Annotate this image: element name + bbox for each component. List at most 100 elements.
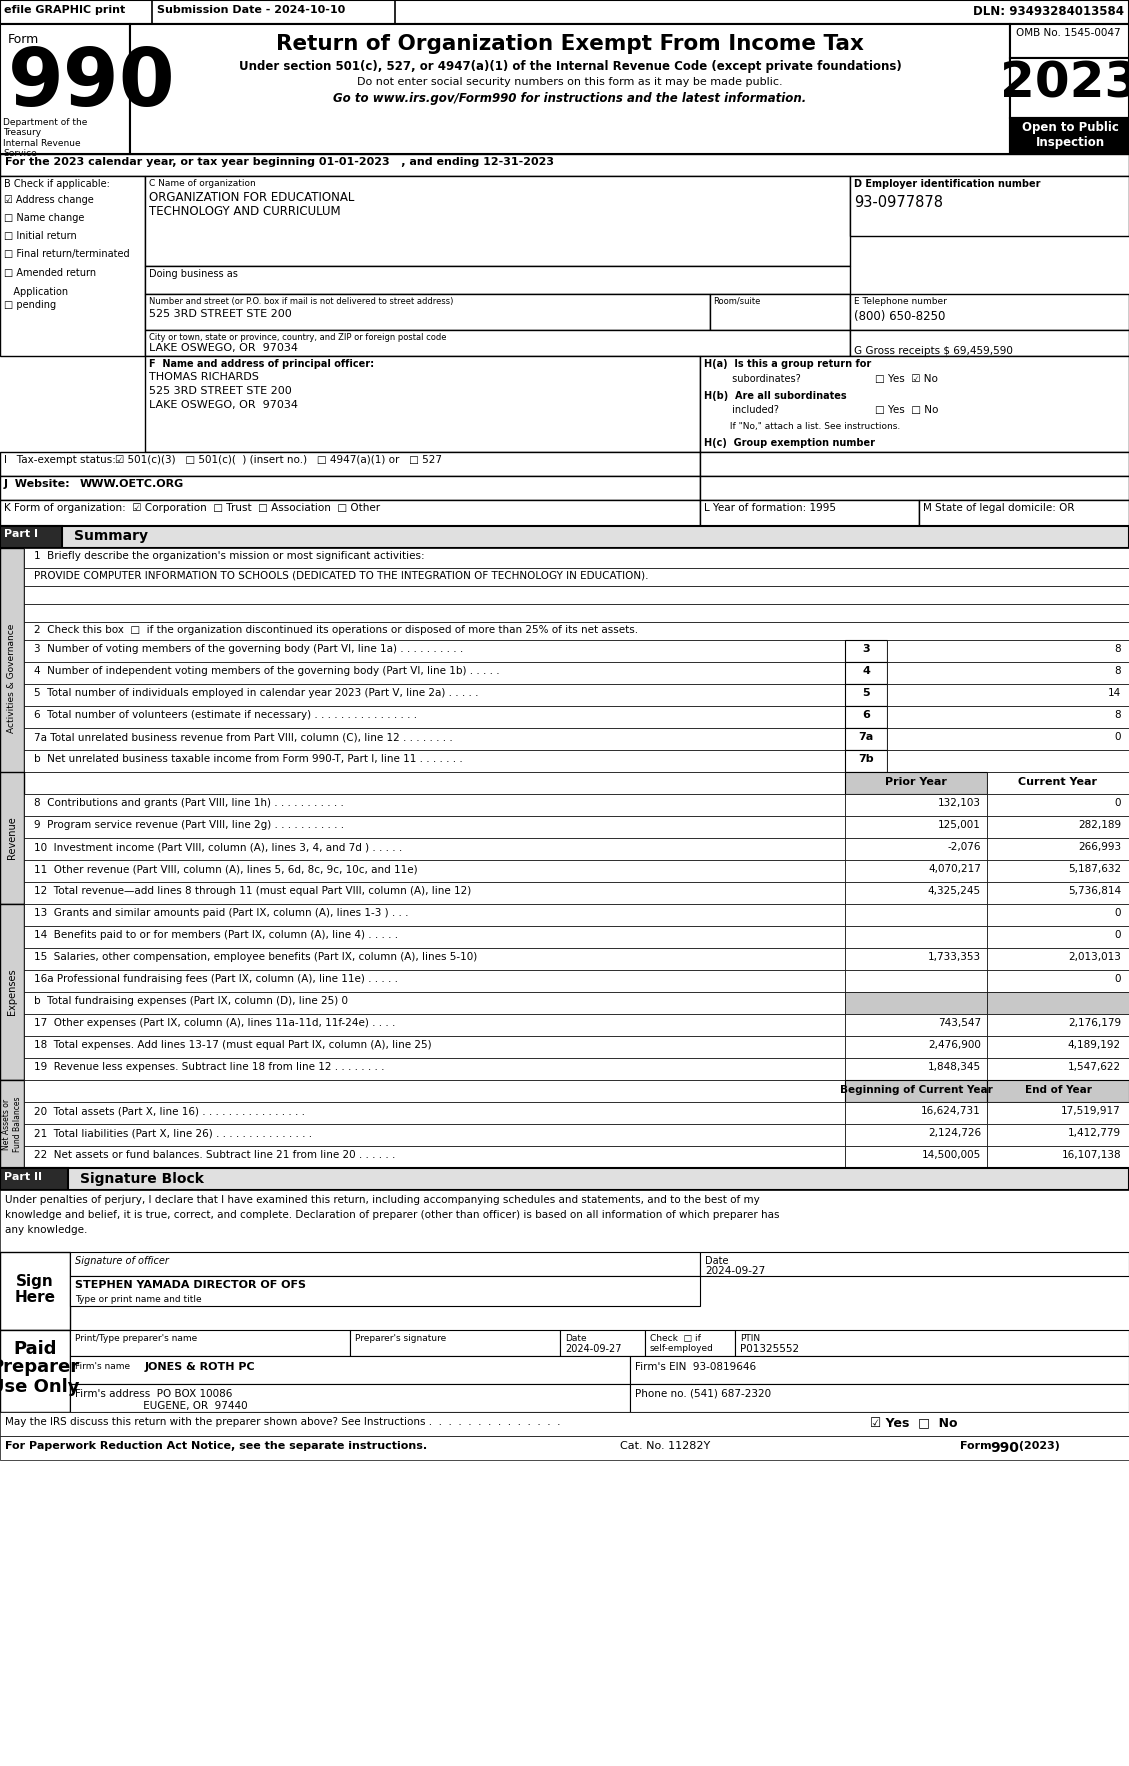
Bar [844,816,987,839]
Text: 13  Grants and similar amounts paid (Part IX, column (A), lines 1-3 ) . . .: 13 Grants and similar amounts paid (Part… [34,908,409,918]
Bar [887,706,1129,728]
Text: Beginning of Current Year: Beginning of Current Year [840,1084,992,1095]
Bar [987,1146,1129,1167]
Bar [24,795,844,816]
Text: Preparer's signature: Preparer's signature [355,1333,446,1342]
Text: (2023): (2023) [1015,1441,1060,1452]
Text: Date: Date [704,1256,728,1266]
Text: 16,624,731: 16,624,731 [921,1106,981,1116]
Text: 2023: 2023 [1000,60,1129,108]
Text: Print/Type preparer's name: Print/Type preparer's name [75,1333,198,1342]
Bar [987,772,1129,795]
Text: Revenue: Revenue [7,816,17,860]
Bar [700,452,1129,477]
Text: May the IRS discuss this return with the preparer shown above? See Instructions : May the IRS discuss this return with the… [5,1416,560,1427]
Text: M State of legal domicile: OR: M State of legal domicile: OR [924,503,1075,512]
Bar [844,751,887,772]
Text: Number and street (or P.O. box if mail is not delivered to street address): Number and street (or P.O. box if mail i… [149,297,454,306]
Text: Cat. No. 11282Y: Cat. No. 11282Y [620,1441,710,1452]
Bar [70,1356,630,1385]
Text: PROVIDE COMPUTER INFORMATION TO SCHOOLS (DEDICATED TO THE INTEGRATION OF TECHNOL: PROVIDE COMPUTER INFORMATION TO SCHOOLS … [34,570,648,581]
Bar [887,662,1129,683]
Bar [24,992,844,1014]
Bar [70,1277,700,1307]
Bar [24,547,1129,569]
Bar [145,357,700,452]
Text: (800) 650-8250: (800) 650-8250 [854,311,945,323]
Bar [887,751,1129,772]
Bar [987,992,1129,1014]
Text: THOMAS RICHARDS: THOMAS RICHARDS [149,373,259,381]
Bar [24,1014,844,1037]
Text: Paid: Paid [14,1340,56,1358]
Bar [887,639,1129,662]
Bar [24,662,844,683]
Text: included?: included? [704,404,779,415]
Text: 1,848,345: 1,848,345 [928,1061,981,1072]
Bar [130,25,1010,154]
Text: 2,013,013: 2,013,013 [1068,952,1121,962]
Text: End of Year: End of Year [1024,1084,1092,1095]
Bar [145,330,850,357]
Text: 4  Number of independent voting members of the governing body (Part VI, line 1b): 4 Number of independent voting members o… [34,666,500,676]
Bar [700,500,919,526]
Bar [0,154,1129,177]
Text: F  Name and address of principal officer:: F Name and address of principal officer: [149,358,374,369]
Bar [987,1102,1129,1123]
Text: 10  Investment income (Part VIII, column (A), lines 3, 4, and 7d ) . . . . .: 10 Investment income (Part VIII, column … [34,842,402,851]
Text: Firm's name: Firm's name [75,1362,130,1370]
Text: 15  Salaries, other compensation, employee benefits (Part IX, column (A), lines : 15 Salaries, other compensation, employe… [34,952,478,962]
Text: 8: 8 [1114,645,1121,653]
Text: 7a Total unrelated business revenue from Part VIII, column (C), line 12 . . . . : 7a Total unrelated business revenue from… [34,731,453,742]
Text: Phone no. (541) 687-2320: Phone no. (541) 687-2320 [634,1390,771,1399]
Text: 743,547: 743,547 [938,1017,981,1028]
Text: 12  Total revenue—add lines 8 through 11 (must equal Part VIII, column (A), line: 12 Total revenue—add lines 8 through 11 … [34,887,471,895]
Bar [710,293,850,330]
Bar [630,1356,1129,1385]
Text: DLN: 93493284013584: DLN: 93493284013584 [973,5,1124,18]
Bar [24,586,1129,604]
Bar [1010,58,1129,118]
Text: D Employer identification number: D Employer identification number [854,178,1041,189]
Text: Here: Here [15,1289,55,1305]
Text: OMB No. 1545-0047: OMB No. 1545-0047 [1016,28,1121,39]
Text: 525 3RD STREET STE 200: 525 3RD STREET STE 200 [149,387,291,396]
Text: K Form of organization:  ☑ Corporation  □ Trust  □ Association  □ Other: K Form of organization: ☑ Corporation □ … [5,503,380,512]
Text: Sign: Sign [16,1273,54,1289]
Text: knowledge and belief, it is true, correct, and complete. Declaration of preparer: knowledge and belief, it is true, correc… [5,1210,779,1220]
Bar [145,293,710,330]
Bar [850,177,1129,237]
Text: □ Final return/terminated: □ Final return/terminated [5,249,130,260]
Bar [844,839,987,860]
Text: 5: 5 [863,689,869,698]
Text: 19  Revenue less expenses. Subtract line 18 from line 12 . . . . . . . .: 19 Revenue less expenses. Subtract line … [34,1061,385,1072]
Text: 8: 8 [1114,666,1121,676]
Bar [844,1102,987,1123]
Text: 266,993: 266,993 [1078,842,1121,851]
Text: Prior Year: Prior Year [885,777,947,788]
Text: Firm's EIN  93-0819646: Firm's EIN 93-0819646 [634,1362,756,1372]
Text: Return of Organization Exempt From Income Tax: Return of Organization Exempt From Incom… [277,34,864,55]
Bar [24,772,844,795]
Bar [24,816,844,839]
Bar [0,1413,1129,1436]
Bar [70,1252,700,1277]
Text: Use Only: Use Only [0,1377,80,1395]
Text: JONES & ROTH PC: JONES & ROTH PC [145,1362,255,1372]
Bar [24,728,844,751]
Text: B Check if applicable:: B Check if applicable: [5,178,110,189]
Bar [844,970,987,992]
Text: For the 2023 calendar year, or tax year beginning 01-01-2023   , and ending 12-3: For the 2023 calendar year, or tax year … [5,157,554,168]
Text: b  Net unrelated business taxable income from Form 990-T, Part I, line 11 . . . : b Net unrelated business taxable income … [34,754,463,765]
Text: Firm's address  PO BOX 10086: Firm's address PO BOX 10086 [75,1390,233,1399]
Bar [70,1385,630,1413]
Bar [1010,25,1129,58]
Text: efile GRAPHIC print: efile GRAPHIC print [5,5,125,14]
Text: 7b: 7b [858,754,874,765]
Bar [844,948,987,970]
Text: 0: 0 [1114,798,1121,809]
Text: C Name of organization: C Name of organization [149,178,256,187]
Bar [700,1252,1129,1277]
Text: 21  Total liabilities (Part X, line 26) . . . . . . . . . . . . . . .: 21 Total liabilities (Part X, line 26) .… [34,1128,312,1137]
Bar [844,1146,987,1167]
